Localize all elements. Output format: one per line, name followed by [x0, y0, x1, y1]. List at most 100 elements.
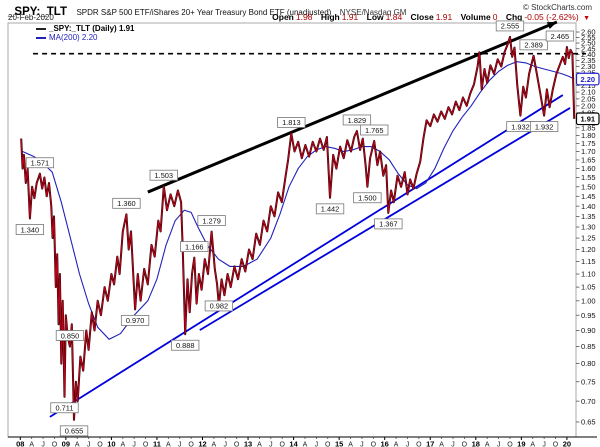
ma-line	[22, 61, 575, 340]
x-axis-quarter-label: O	[416, 442, 422, 447]
x-axis-quarter-label: A	[485, 442, 490, 447]
annotation-label-box	[204, 300, 234, 312]
x-axis-quarter-label: J	[451, 442, 455, 447]
y-axis-label: 1.60	[581, 164, 596, 173]
close-label: Close	[410, 12, 434, 22]
annotation-label: 1.279	[202, 216, 221, 225]
x-axis-year-label: 20	[563, 440, 571, 447]
annotation-label: 0.711	[56, 404, 74, 413]
x-axis-quarter-label: O	[234, 442, 240, 447]
annotation-label-box	[315, 203, 345, 215]
x-axis-quarter-label: O	[188, 442, 194, 447]
y-axis-label: 1.45	[581, 192, 596, 201]
low-label: Low	[366, 12, 384, 22]
annotation-label-box	[545, 30, 575, 42]
y-axis-label: 1.15	[581, 257, 596, 266]
annotation-label: 0.982	[210, 302, 229, 311]
x-axis-quarter-label: J	[406, 442, 410, 447]
quote-bar: Open 1.98 High 1.91 Low 1.84 Close 1.91 Volu…	[266, 12, 590, 22]
y-axis-label: 1.80	[581, 131, 596, 140]
last-price-box-text: 1.91	[580, 115, 595, 124]
annotation-label-box	[353, 192, 382, 204]
annotation-label: 1.340	[21, 225, 40, 234]
x-axis-quarter-label: A	[212, 442, 217, 447]
annotation-label: 1.765	[365, 126, 384, 135]
y-axis-label: 0.85	[581, 342, 596, 351]
annotation-label-box	[149, 169, 178, 181]
x-axis-quarter-label: J	[542, 442, 546, 447]
x-axis-quarter-label: A	[75, 442, 80, 447]
volume-label: Volume	[460, 12, 491, 22]
x-axis-quarter-label: O	[52, 442, 58, 447]
annotation-label-box	[277, 117, 306, 128]
annotation-label: 0.850	[61, 331, 80, 340]
close-value: 1.91	[435, 12, 453, 22]
y-axis-label: 2.10	[581, 88, 596, 97]
annotation-label-box	[360, 124, 389, 136]
x-axis-quarter-label: J	[269, 442, 273, 447]
x-axis-quarter-label: J	[315, 442, 319, 447]
y-axis-label: 2.55	[581, 33, 596, 42]
y-axis-label: 2.15	[581, 81, 596, 90]
x-axis-quarter-label: J	[497, 442, 501, 447]
annotation-label-box	[25, 157, 55, 169]
high-label: High	[320, 12, 340, 22]
y-axis-label: 1.35	[581, 212, 596, 221]
annotation-label-box	[59, 425, 89, 437]
y-axis-label: 1.65	[581, 156, 596, 165]
y-axis-label: 2.30	[581, 62, 596, 71]
y-axis-label: 2.40	[581, 50, 596, 59]
x-axis-year-label: 09	[62, 440, 70, 447]
x-axis-year-label: 11	[153, 440, 161, 447]
y-axis-label: 2.35	[581, 56, 596, 65]
annotation-label-box	[374, 218, 403, 230]
y-axis-label: 2.05	[581, 94, 596, 103]
x-axis-quarter-label: O	[371, 442, 377, 447]
symbol-title: _SPY:_TLT	[8, 6, 67, 18]
annotation-label: 0.970	[126, 316, 145, 325]
y-axis-label: 1.25	[581, 234, 596, 243]
annotation-label-box	[495, 20, 525, 32]
x-axis-year-label: 10	[107, 440, 115, 447]
annotation-label: 0.888	[176, 341, 195, 350]
y-axis-label: 1.55	[581, 173, 596, 182]
x-axis-quarter-label: A	[29, 442, 34, 447]
annotation-label-box	[112, 197, 141, 209]
x-axis-quarter-label: A	[530, 442, 535, 447]
annotation-label-box	[180, 241, 209, 253]
change-down-icon: ▼	[583, 15, 590, 22]
x-axis-year-label: 08	[16, 440, 24, 447]
annotation-label: 1.360	[117, 199, 136, 208]
header-title-row: _SPY:_TLT SPDR S&P 500 ETF/iShares 20+ Y…	[8, 2, 406, 20]
annotation-label: 1.571	[31, 159, 50, 168]
x-axis-quarter-label: J	[360, 442, 364, 447]
annotation-label-box	[197, 215, 226, 226]
high-value: 1.91	[341, 12, 359, 22]
y-axis-label: 0.65	[581, 418, 596, 427]
y-axis-label: 1.00	[581, 296, 596, 305]
annotation-label-box	[55, 330, 85, 341]
y-axis-label: 0.80	[581, 359, 596, 368]
price-legend-label: _SPY:_TLT (Daily) 1.91	[49, 24, 135, 33]
ma-legend-swatch	[36, 36, 46, 39]
legend-price-line: _SPY:_TLT (Daily) 1.91	[36, 24, 135, 33]
symbol-description: SPDR S&P 500 ETF/iShares 20+ Year Treasu…	[76, 8, 332, 17]
x-axis-quarter-label: O	[97, 442, 103, 447]
x-axis-year-label: 16	[381, 440, 389, 447]
chart-date: 20-Feb-2020	[8, 13, 54, 22]
x-axis-year-label: 18	[472, 440, 480, 447]
x-axis-quarter-label: O	[462, 442, 468, 447]
x-axis-quarter-label: A	[439, 442, 444, 447]
x-axis-quarter-label: O	[507, 442, 513, 447]
exchange-label: NYSE/Nasdaq GM	[339, 8, 407, 17]
x-axis-quarter-label: J	[87, 442, 91, 447]
annotation-label: 0.655	[65, 427, 84, 436]
x-axis-quarter-label: J	[132, 442, 136, 447]
y-axis-label: 1.10	[581, 270, 596, 279]
y-axis-label: 1.85	[581, 123, 596, 132]
annotation-label: 2.465	[551, 32, 570, 41]
x-axis-year-label: 12	[198, 440, 206, 447]
price-line-shadow	[20, 35, 576, 421]
